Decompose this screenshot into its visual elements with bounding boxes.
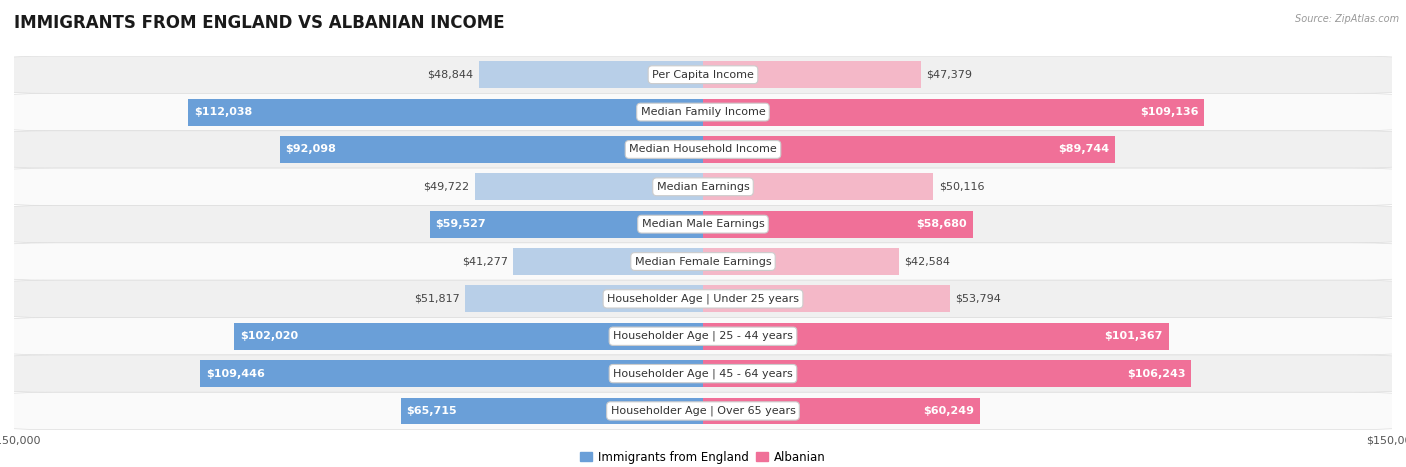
Text: Householder Age | Over 65 years: Householder Age | Over 65 years bbox=[610, 406, 796, 416]
Text: $109,446: $109,446 bbox=[205, 368, 264, 379]
Bar bbox=[188, 99, 703, 126]
Text: Median Household Income: Median Household Income bbox=[628, 144, 778, 155]
Text: Median Earnings: Median Earnings bbox=[657, 182, 749, 192]
FancyBboxPatch shape bbox=[0, 93, 1406, 131]
Text: $101,367: $101,367 bbox=[1105, 331, 1163, 341]
Bar bbox=[430, 211, 703, 238]
Bar bbox=[703, 211, 973, 238]
Bar bbox=[478, 61, 703, 88]
Text: Householder Age | Under 25 years: Householder Age | Under 25 years bbox=[607, 294, 799, 304]
Text: $58,680: $58,680 bbox=[917, 219, 967, 229]
Bar bbox=[703, 397, 980, 425]
Text: $89,744: $89,744 bbox=[1059, 144, 1109, 155]
FancyBboxPatch shape bbox=[0, 243, 1406, 280]
FancyBboxPatch shape bbox=[0, 355, 1406, 392]
Text: $42,584: $42,584 bbox=[904, 256, 950, 267]
Text: Median Male Earnings: Median Male Earnings bbox=[641, 219, 765, 229]
Text: Householder Age | 25 - 44 years: Householder Age | 25 - 44 years bbox=[613, 331, 793, 341]
Bar bbox=[703, 173, 934, 200]
Text: Householder Age | 45 - 64 years: Householder Age | 45 - 64 years bbox=[613, 368, 793, 379]
Bar bbox=[401, 397, 703, 425]
Bar bbox=[280, 136, 703, 163]
Text: $102,020: $102,020 bbox=[240, 331, 298, 341]
FancyBboxPatch shape bbox=[0, 318, 1406, 355]
Text: $49,722: $49,722 bbox=[423, 182, 470, 192]
Bar bbox=[703, 99, 1205, 126]
Bar bbox=[200, 360, 703, 387]
Bar bbox=[703, 248, 898, 275]
Text: $41,277: $41,277 bbox=[463, 256, 508, 267]
Bar bbox=[513, 248, 703, 275]
FancyBboxPatch shape bbox=[0, 280, 1406, 318]
FancyBboxPatch shape bbox=[0, 168, 1406, 205]
Text: Median Family Income: Median Family Income bbox=[641, 107, 765, 117]
Text: $51,817: $51,817 bbox=[413, 294, 460, 304]
Text: IMMIGRANTS FROM ENGLAND VS ALBANIAN INCOME: IMMIGRANTS FROM ENGLAND VS ALBANIAN INCO… bbox=[14, 14, 505, 32]
Text: $112,038: $112,038 bbox=[194, 107, 252, 117]
Bar bbox=[465, 285, 703, 312]
Text: $53,794: $53,794 bbox=[956, 294, 1001, 304]
Bar bbox=[703, 61, 921, 88]
Text: Per Capita Income: Per Capita Income bbox=[652, 70, 754, 80]
Text: $50,116: $50,116 bbox=[939, 182, 984, 192]
Text: $92,098: $92,098 bbox=[285, 144, 336, 155]
Bar bbox=[703, 285, 950, 312]
Text: $60,249: $60,249 bbox=[924, 406, 974, 416]
Bar bbox=[235, 323, 703, 350]
FancyBboxPatch shape bbox=[0, 131, 1406, 168]
Text: Source: ZipAtlas.com: Source: ZipAtlas.com bbox=[1295, 14, 1399, 24]
Text: $48,844: $48,844 bbox=[427, 70, 474, 80]
Text: $65,715: $65,715 bbox=[406, 406, 457, 416]
Bar bbox=[475, 173, 703, 200]
Text: $109,136: $109,136 bbox=[1140, 107, 1199, 117]
Bar bbox=[703, 323, 1168, 350]
FancyBboxPatch shape bbox=[0, 56, 1406, 93]
Text: $47,379: $47,379 bbox=[927, 70, 972, 80]
Bar bbox=[703, 136, 1115, 163]
Text: $106,243: $106,243 bbox=[1128, 368, 1185, 379]
Legend: Immigrants from England, Albanian: Immigrants from England, Albanian bbox=[575, 446, 831, 467]
Text: Median Female Earnings: Median Female Earnings bbox=[634, 256, 772, 267]
Text: $59,527: $59,527 bbox=[434, 219, 485, 229]
Bar bbox=[703, 360, 1191, 387]
FancyBboxPatch shape bbox=[0, 392, 1406, 430]
FancyBboxPatch shape bbox=[0, 205, 1406, 243]
